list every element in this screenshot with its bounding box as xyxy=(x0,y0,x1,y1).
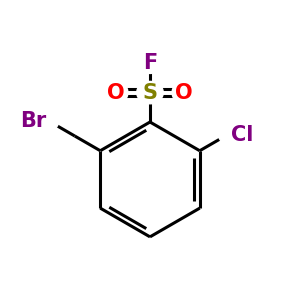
Ellipse shape xyxy=(172,81,196,104)
Ellipse shape xyxy=(104,81,128,104)
Text: F: F xyxy=(143,53,157,73)
Text: S: S xyxy=(142,82,158,103)
Ellipse shape xyxy=(140,53,160,74)
Ellipse shape xyxy=(28,110,59,133)
Text: Cl: Cl xyxy=(231,124,253,145)
Ellipse shape xyxy=(137,81,163,104)
Ellipse shape xyxy=(218,123,249,146)
Text: O: O xyxy=(175,82,193,103)
Text: O: O xyxy=(107,82,125,103)
Text: Br: Br xyxy=(20,111,46,131)
